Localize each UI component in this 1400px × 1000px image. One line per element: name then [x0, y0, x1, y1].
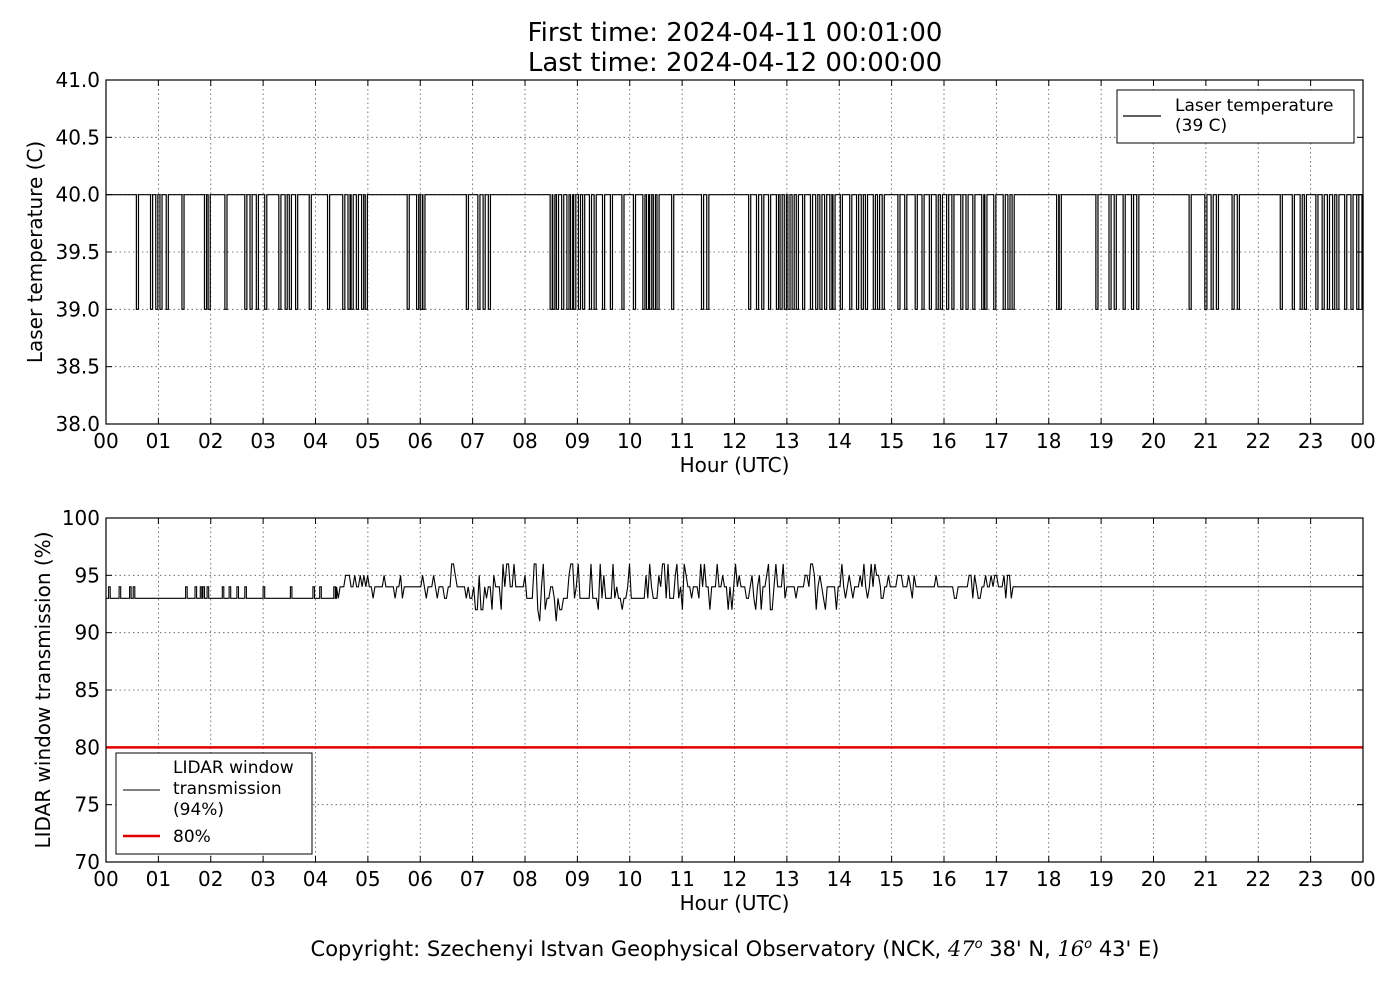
x-tick-label: 02 — [198, 867, 223, 891]
y-tick-label: 75 — [75, 793, 100, 817]
x-tick-label: 15 — [879, 429, 904, 453]
chart-title-line2: Last time: 2024-04-12 00:00:00 — [527, 48, 943, 78]
x-tick-label: 23 — [1298, 429, 1323, 453]
y-tick-label: 40.5 — [55, 125, 100, 149]
x-tick-label: 16 — [931, 429, 956, 453]
y-tick-label: 80 — [75, 735, 100, 759]
legend-label: LIDAR window — [173, 758, 294, 778]
chart-title-line1: First time: 2024-04-11 00:01:00 — [527, 18, 943, 48]
x-tick-label: 01 — [146, 867, 171, 891]
x-tick-label: 22 — [1246, 867, 1271, 891]
x-tick-label: 11 — [669, 867, 694, 891]
lidar-transmission-panel: 00 01 02 03 04 05 06 07 08 09 10 11 12 13 14 15 16 17 18 19… — [31, 506, 1376, 915]
y-tick-label: 41.0 — [55, 68, 100, 92]
latitude-degree-mark: o — [974, 937, 983, 952]
plot-frame — [105, 79, 1364, 425]
x-tick-label: 19 — [1088, 429, 1113, 453]
longitude-degrees: 16 — [1057, 937, 1085, 961]
x-tick-label: 15 — [879, 867, 904, 891]
x-tick-label: 10 — [617, 429, 642, 453]
x-tick-label: 12 — [722, 429, 747, 453]
x-tick-label: 08 — [512, 867, 537, 891]
latitude-degrees: 47 — [947, 937, 975, 961]
x-tick-label: 11 — [669, 429, 694, 453]
legend-label: (94%) — [173, 800, 224, 820]
x-tick-label: 05 — [355, 867, 380, 891]
x-tick-label: 03 — [250, 429, 275, 453]
x-tick-label: 10 — [617, 867, 642, 891]
x-tick-label: 05 — [355, 429, 380, 453]
y-tick-label: 100 — [62, 506, 100, 530]
x-axis-label: Hour (UTC) — [680, 891, 790, 915]
x-tick-label: 08 — [512, 429, 537, 453]
legend-label: transmission — [173, 779, 282, 799]
x-tick-label: 01 — [146, 429, 171, 453]
x-tick-label: 17 — [984, 429, 1009, 453]
y-axis-label: LIDAR window transmission (%) — [31, 532, 55, 849]
laser-temperature-line — [106, 194, 1364, 310]
x-tick-label: 09 — [565, 867, 590, 891]
latitude-rest: 38' N, — [982, 937, 1058, 961]
x-tick-label: 00 — [93, 867, 118, 891]
x-tick-label: 16 — [931, 867, 956, 891]
x-tick-label: 22 — [1246, 429, 1271, 453]
legend-label: (39 C) — [1175, 116, 1227, 136]
y-axis-label: Laser temperature (C) — [23, 141, 47, 363]
legend-label: 80% — [173, 827, 211, 847]
x-tick-label: 13 — [774, 867, 799, 891]
x-tick-label: 18 — [1036, 429, 1061, 453]
y-tick-label: 70 — [75, 850, 100, 874]
longitude-rest: 43' E) — [1092, 937, 1160, 961]
y-tick-label: 38.5 — [55, 355, 100, 379]
x-tick-label: 12 — [722, 867, 747, 891]
x-tick-label: 19 — [1088, 867, 1113, 891]
x-axis-label: Hour (UTC) — [680, 453, 790, 477]
x-tick-label: 20 — [1141, 429, 1166, 453]
y-tick-label: 90 — [75, 621, 100, 645]
y-tick-label: 85 — [75, 678, 100, 702]
y-tick-label: 39.0 — [55, 297, 100, 321]
x-tick-label: 04 — [303, 867, 328, 891]
x-tick-label: 14 — [827, 867, 852, 891]
laser-temperature-panel: 00 01 02 03 04 05 06 07 08 09 10 11 12 13 14 15 16 17 18 19… — [23, 68, 1376, 477]
plot-frame — [105, 517, 1364, 863]
copyright-footer: Copyright: Szechenyi Istvan Geophysical … — [0, 937, 1400, 961]
y-tick-label: 95 — [75, 563, 100, 587]
x-tick-label: 02 — [198, 429, 223, 453]
x-tick-label: 17 — [984, 867, 1009, 891]
x-tick-label: 07 — [460, 429, 485, 453]
y-tick-label: 40.0 — [55, 183, 100, 207]
x-tick-label: 00 — [1350, 429, 1375, 453]
y-tick-label: 38.0 — [55, 412, 100, 436]
x-tick-label: 14 — [827, 429, 852, 453]
copyright-prefix: Copyright: Szechenyi Istvan Geophysical … — [310, 937, 948, 961]
x-tick-label: 09 — [565, 429, 590, 453]
x-tick-label: 06 — [408, 867, 433, 891]
x-tick-label: 13 — [774, 429, 799, 453]
x-tick-label: 04 — [303, 429, 328, 453]
x-tick-label: 20 — [1141, 867, 1166, 891]
lidar-transmission-line — [106, 563, 1363, 622]
x-tick-label: 06 — [408, 429, 433, 453]
x-tick-label: 23 — [1298, 867, 1323, 891]
x-tick-label: 03 — [250, 867, 275, 891]
y-tick-label: 39.5 — [55, 240, 100, 264]
x-tick-label: 21 — [1193, 429, 1218, 453]
x-tick-label: 18 — [1036, 867, 1061, 891]
legend-label: Laser temperature — [1175, 96, 1333, 116]
x-tick-label: 07 — [460, 867, 485, 891]
x-tick-label: 00 — [1350, 867, 1375, 891]
x-tick-label: 21 — [1193, 867, 1218, 891]
longitude-degree-mark: o — [1084, 937, 1093, 952]
x-tick-label: 00 — [93, 429, 118, 453]
